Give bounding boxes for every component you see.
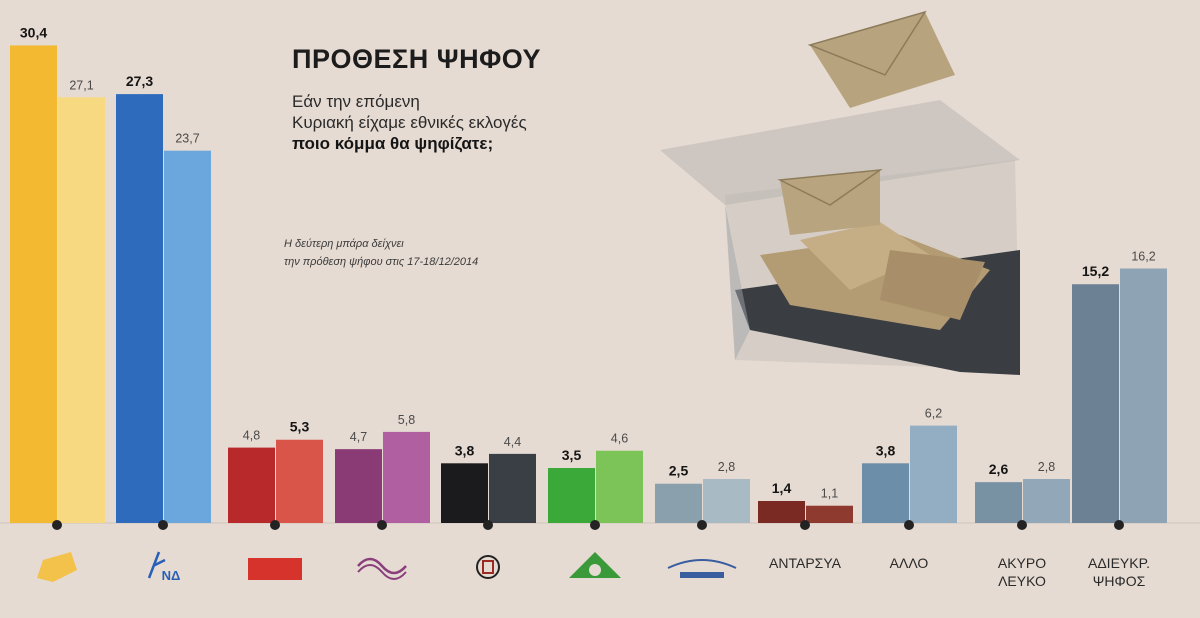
- ballot-box-illustration: [660, 10, 1020, 375]
- nd-logo-flame: [147, 551, 166, 579]
- axis-dot-χα: [483, 520, 493, 530]
- axis-dot-ποταμι: [377, 520, 387, 530]
- axis-dot-συριζα: [52, 520, 62, 530]
- bar-2-ποταμι: [383, 431, 430, 523]
- xa-logo-ring: [476, 555, 500, 579]
- bar-2-ανταρσυα: [806, 505, 853, 523]
- anel-logo-bar: [680, 572, 724, 578]
- bar-1-πασοκ: [548, 468, 595, 523]
- xa-logo-meander: [482, 560, 494, 574]
- axis-dot-αλλο: [904, 520, 914, 530]
- category-label-ανταρσυα: ΑΝΤΑΡΣΥΑ: [769, 555, 842, 571]
- category-label-αδιευκρ-ψηφος-line-1: ΑΔΙΕΥΚΡ.: [1088, 555, 1150, 571]
- value-label-2-αδιευκρ-ψηφος: 16,2: [1131, 250, 1155, 264]
- potami-logo-icon: [357, 557, 407, 580]
- bar-1-αλλο: [862, 463, 909, 523]
- bar-1-ανεξαρτητοι-ελληνες: [655, 483, 702, 523]
- nd-logo-letters: ΝΔ: [162, 568, 181, 583]
- bars-layer: [10, 45, 1167, 524]
- xa-logo-icon: [476, 555, 500, 579]
- bar-2-συριζα: [58, 97, 105, 524]
- bar-1-χα: [441, 463, 488, 523]
- bar-2-ακυρο-λευκο: [1023, 479, 1070, 523]
- value-label-1-νδ: 27,3: [126, 73, 153, 89]
- axis-dot-πασοκ: [590, 520, 600, 530]
- category-label-αλλο: ΑΛΛΟ: [890, 555, 929, 571]
- anel-logo-icon: [667, 559, 737, 578]
- bar-1-κκε: [228, 447, 275, 523]
- value-label-1-ακυρο-λευκο: 2,6: [989, 461, 1009, 477]
- bar-1-αδιευκρ-ψηφος: [1072, 284, 1119, 523]
- category-label-αδιευκρ-ψηφος-line-2: ΨΗΦΟΣ: [1093, 573, 1146, 589]
- category-label-ακυρο-λευκο-line-1: ΑΚΥΡΟ: [998, 555, 1046, 571]
- bar-1-ποταμι: [335, 449, 382, 523]
- value-label-1-ανεξαρτητοι-ελληνες: 2,5: [669, 463, 689, 479]
- value-label-2-χα: 4,4: [504, 435, 521, 449]
- bar-2-αδιευκρ-ψηφος: [1120, 268, 1167, 523]
- question-line-2: Κυριακή είχαμε εθνικές εκλογές: [292, 113, 527, 132]
- bar-2-νδ: [164, 150, 211, 523]
- value-label-2-συριζα: 27,1: [69, 78, 93, 92]
- bar-1-νδ: [116, 94, 163, 524]
- value-label-2-ανταρσυα: 1,1: [821, 487, 838, 501]
- bar-2-πασοκ: [596, 450, 643, 523]
- axis-dot-ανεξαρτητοι-ελληνες: [697, 520, 707, 530]
- value-label-1-κκε: 4,8: [243, 429, 260, 443]
- note-line-1: Η δεύτερη μπάρα δείχνει: [284, 238, 404, 250]
- bar-2-ανεξαρτητοι-ελληνες: [703, 479, 750, 523]
- axis-dot-ακυρο-λευκο: [1017, 520, 1027, 530]
- anel-logo-swoosh: [667, 559, 737, 569]
- value-label-1-ανταρσυα: 1,4: [772, 480, 792, 496]
- pasok-sun-disc: [589, 564, 601, 576]
- potami-wave-2: [357, 564, 407, 580]
- axis-dot-αδιευκρ-ψηφος: [1114, 520, 1124, 530]
- value-label-1-χα: 3,8: [455, 442, 475, 458]
- value-labels-layer: 30,4 27,1 27,3 23,7 4,8 5,3 4,7 5,8 3,8 4,4 3,5 4,6…: [20, 24, 1156, 500]
- value-label-2-κκε: 5,3: [290, 419, 310, 435]
- pasok-sun-icon: [569, 552, 621, 578]
- value-label-2-νδ: 23,7: [175, 132, 199, 146]
- axis-dot-ανταρσυα: [800, 520, 810, 530]
- value-label-1-αδιευκρ-ψηφος: 15,2: [1082, 263, 1109, 279]
- value-label-2-ποταμι: 5,8: [398, 413, 415, 427]
- axis-dot-νδ: [158, 520, 168, 530]
- axis-dots-layer: [52, 520, 1124, 530]
- note-line-2: την πρόθεση ψήφου στις 17-18/12/2014: [284, 256, 479, 268]
- party-icons-layer: ΝΔ: [37, 551, 737, 583]
- chart-title: ΠΡΟΘΕΣΗ ΨΗΦΟΥ: [292, 44, 541, 74]
- value-label-1-συριζα: 30,4: [20, 24, 47, 40]
- bar-2-αλλο: [910, 425, 957, 523]
- axis-dot-κκε: [270, 520, 280, 530]
- bar-1-συριζα: [10, 45, 57, 523]
- value-label-1-πασοκ: 3,5: [562, 447, 582, 463]
- value-label-2-ανεξαρτητοι-ελληνες: 2,8: [718, 460, 735, 474]
- value-label-2-αλλο: 6,2: [925, 407, 942, 421]
- question-line-1: Εάν την επόμενη: [292, 92, 420, 111]
- bar-1-ακυρο-λευκο: [975, 482, 1022, 523]
- folder-icon: [37, 552, 77, 582]
- question-line-3: ποιο κόμμα θα ψηφίζατε;: [292, 134, 494, 153]
- kke-logo-icon: [248, 558, 302, 580]
- potami-wave-1: [357, 557, 407, 575]
- nd-logo-icon: ΝΔ: [147, 551, 181, 583]
- value-label-1-αλλο: 3,8: [876, 442, 896, 458]
- value-label-2-ακυρο-λευκο: 2,8: [1038, 460, 1055, 474]
- bar-2-κκε: [276, 439, 323, 523]
- value-label-1-ποταμι: 4,7: [350, 430, 367, 444]
- category-label-ακυρο-λευκο-line-2: ΛΕΥΚΟ: [998, 573, 1046, 589]
- value-label-2-πασοκ: 4,6: [611, 432, 628, 446]
- bar-1-ανταρσυα: [758, 501, 805, 523]
- bar-2-χα: [489, 453, 536, 523]
